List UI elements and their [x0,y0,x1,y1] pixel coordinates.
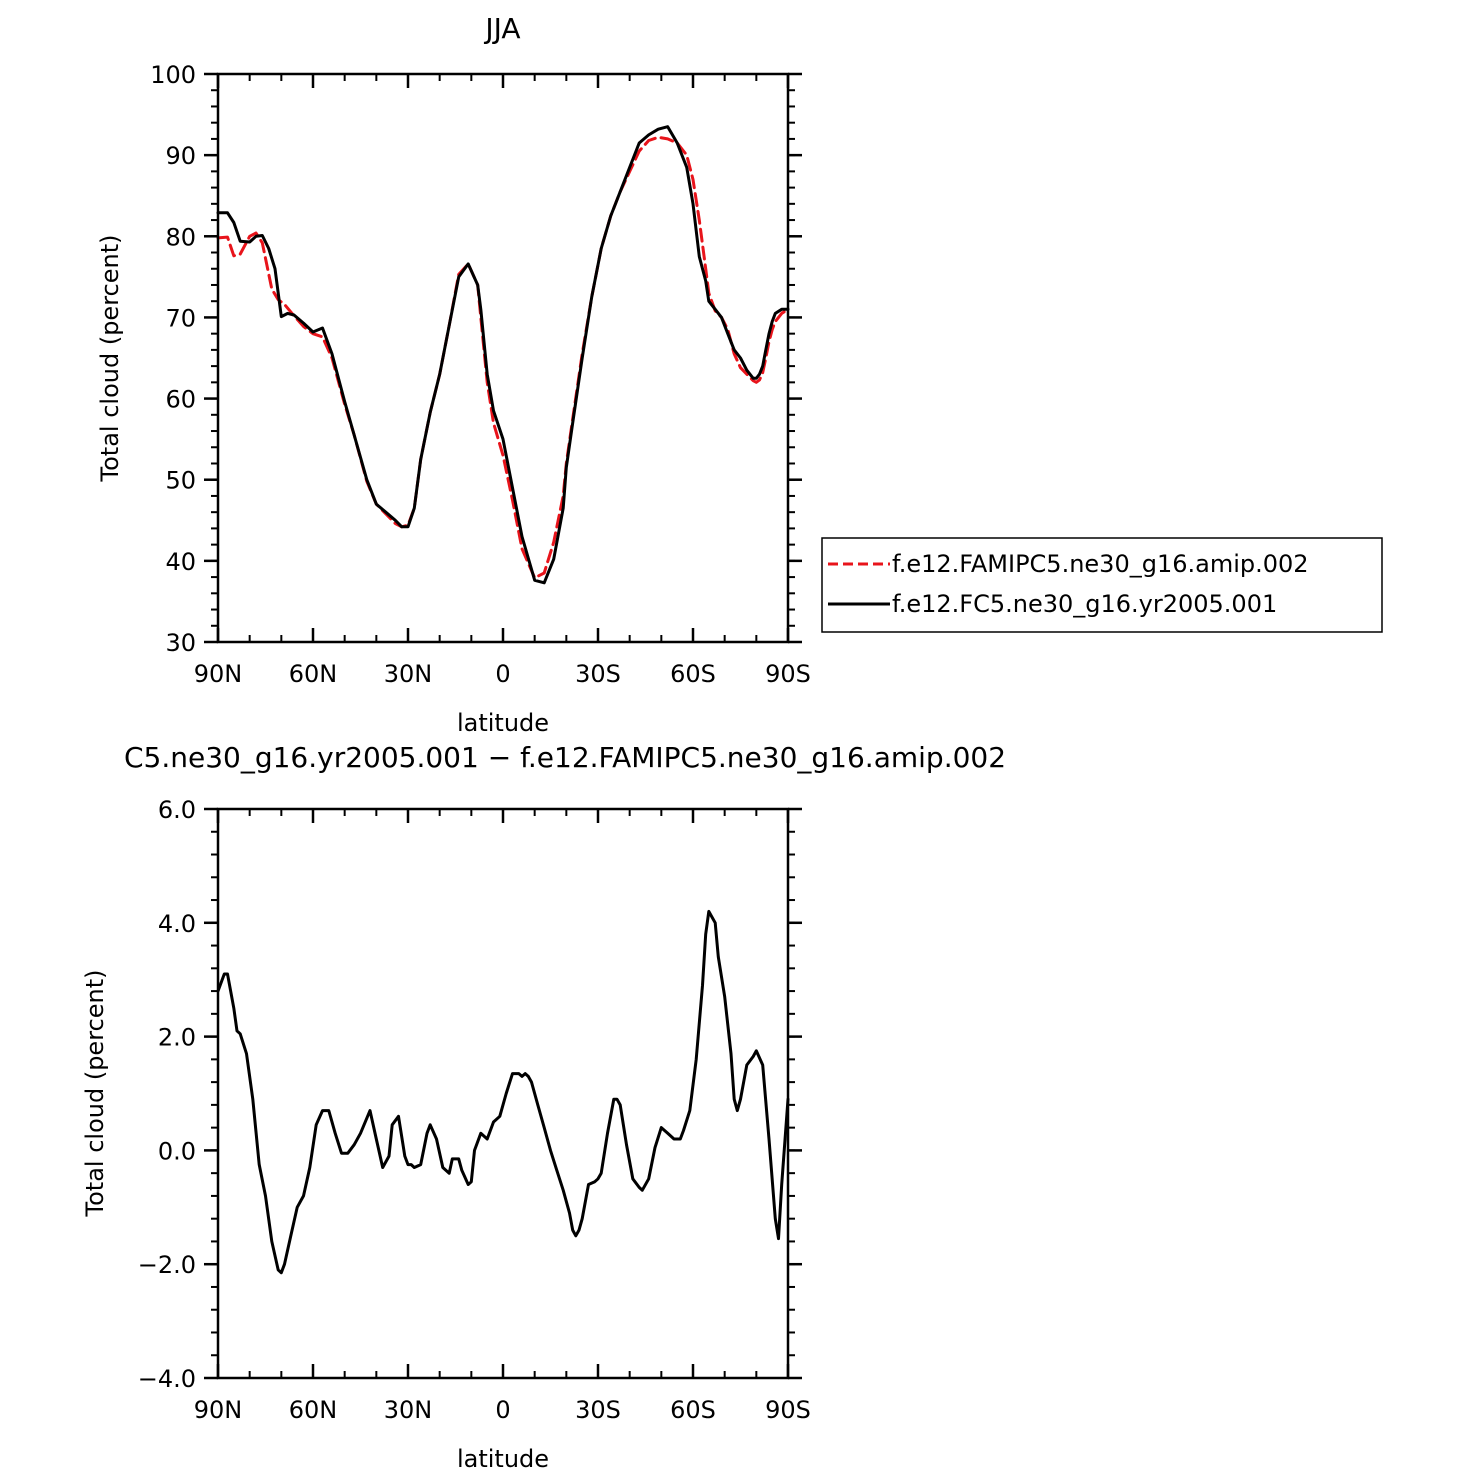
bottom-y-tick-label: 6.0 [158,796,196,824]
bottom-series-line-0 [216,909,790,1275]
top-y-tick-label: 40 [165,548,196,576]
bottom-y-tick-label: −2.0 [138,1251,196,1279]
bottom-plot-frame [216,807,790,1380]
top-x-tick-label: 90S [765,660,811,688]
top-x-tick-label: 90N [194,660,243,688]
bottom-series-group [216,909,790,1275]
bottom-y-tick-label: −4.0 [138,1365,196,1393]
bottom-x-axis-label: latitude [457,1445,549,1473]
top-series-line-1 [216,125,790,585]
bottom-x-tick-label: 90N [194,1396,243,1424]
legend-box [821,537,1383,633]
top-ticks: 90N 60N 30N 0 30S 60S 90S 30 40 50 60 70 80 90 100 [150,61,811,688]
bottom-y-axis-label: Total cloud (percent) [81,970,109,1218]
top-x-tick-label: 30S [575,660,621,688]
bottom-panel: C5.ne30_g16.yr2005.001 − f.e12.FAMIPC5.n… [81,741,1006,1473]
bottom-x-tick-label: 0 [495,1396,510,1424]
top-panel: JJA 90N 60N 30N 0 30S 60S 90S 30 40 50 60 70 80 90 100… [96,12,1383,737]
top-x-tick-label: 60N [289,660,338,688]
top-y-tick-label: 60 [165,386,196,414]
top-y-tick-label: 50 [165,467,196,495]
top-y-tick-label: 80 [165,223,196,251]
top-y-tick-label: 30 [165,629,196,657]
top-y-tick-label: 90 [165,142,196,170]
top-title: JJA [483,12,520,45]
top-series-line-0 [216,135,790,580]
top-x-tick-label: 0 [495,660,510,688]
bottom-x-tick-label: 90S [765,1396,811,1424]
top-x-axis-label: latitude [457,709,549,737]
bottom-ticks: 90N 60N 30N 0 30S 60S 90S −4.0 −2.0 0.0 2.0 4.0 6.0 [138,796,811,1424]
bottom-y-tick-label: 0.0 [158,1137,196,1165]
bottom-x-tick-label: 60S [670,1396,716,1424]
legend-label-yr2005: f.e12.FC5.ne30_g16.yr2005.001 [892,590,1277,618]
top-y-tick-label: 100 [150,61,196,89]
top-series-group [216,125,790,585]
bottom-title: C5.ne30_g16.yr2005.001 − f.e12.FAMIPC5.n… [124,741,1006,774]
legend: f.e12.FAMIPC5.ne30_g16.amip.002 f.e12.FC… [821,537,1383,633]
bottom-y-tick-label: 4.0 [158,910,196,938]
top-x-tick-label: 60S [670,660,716,688]
top-plot-frame [216,72,790,644]
top-y-tick-label: 70 [165,304,196,332]
legend-label-amip: f.e12.FAMIPC5.ne30_g16.amip.002 [892,550,1309,578]
bottom-y-tick-label: 2.0 [158,1024,196,1052]
bottom-x-tick-label: 30S [575,1396,621,1424]
top-y-axis-label: Total cloud (percent) [96,235,124,483]
bottom-x-tick-label: 30N [384,1396,433,1424]
top-x-tick-label: 30N [384,660,433,688]
bottom-x-tick-label: 60N [289,1396,338,1424]
